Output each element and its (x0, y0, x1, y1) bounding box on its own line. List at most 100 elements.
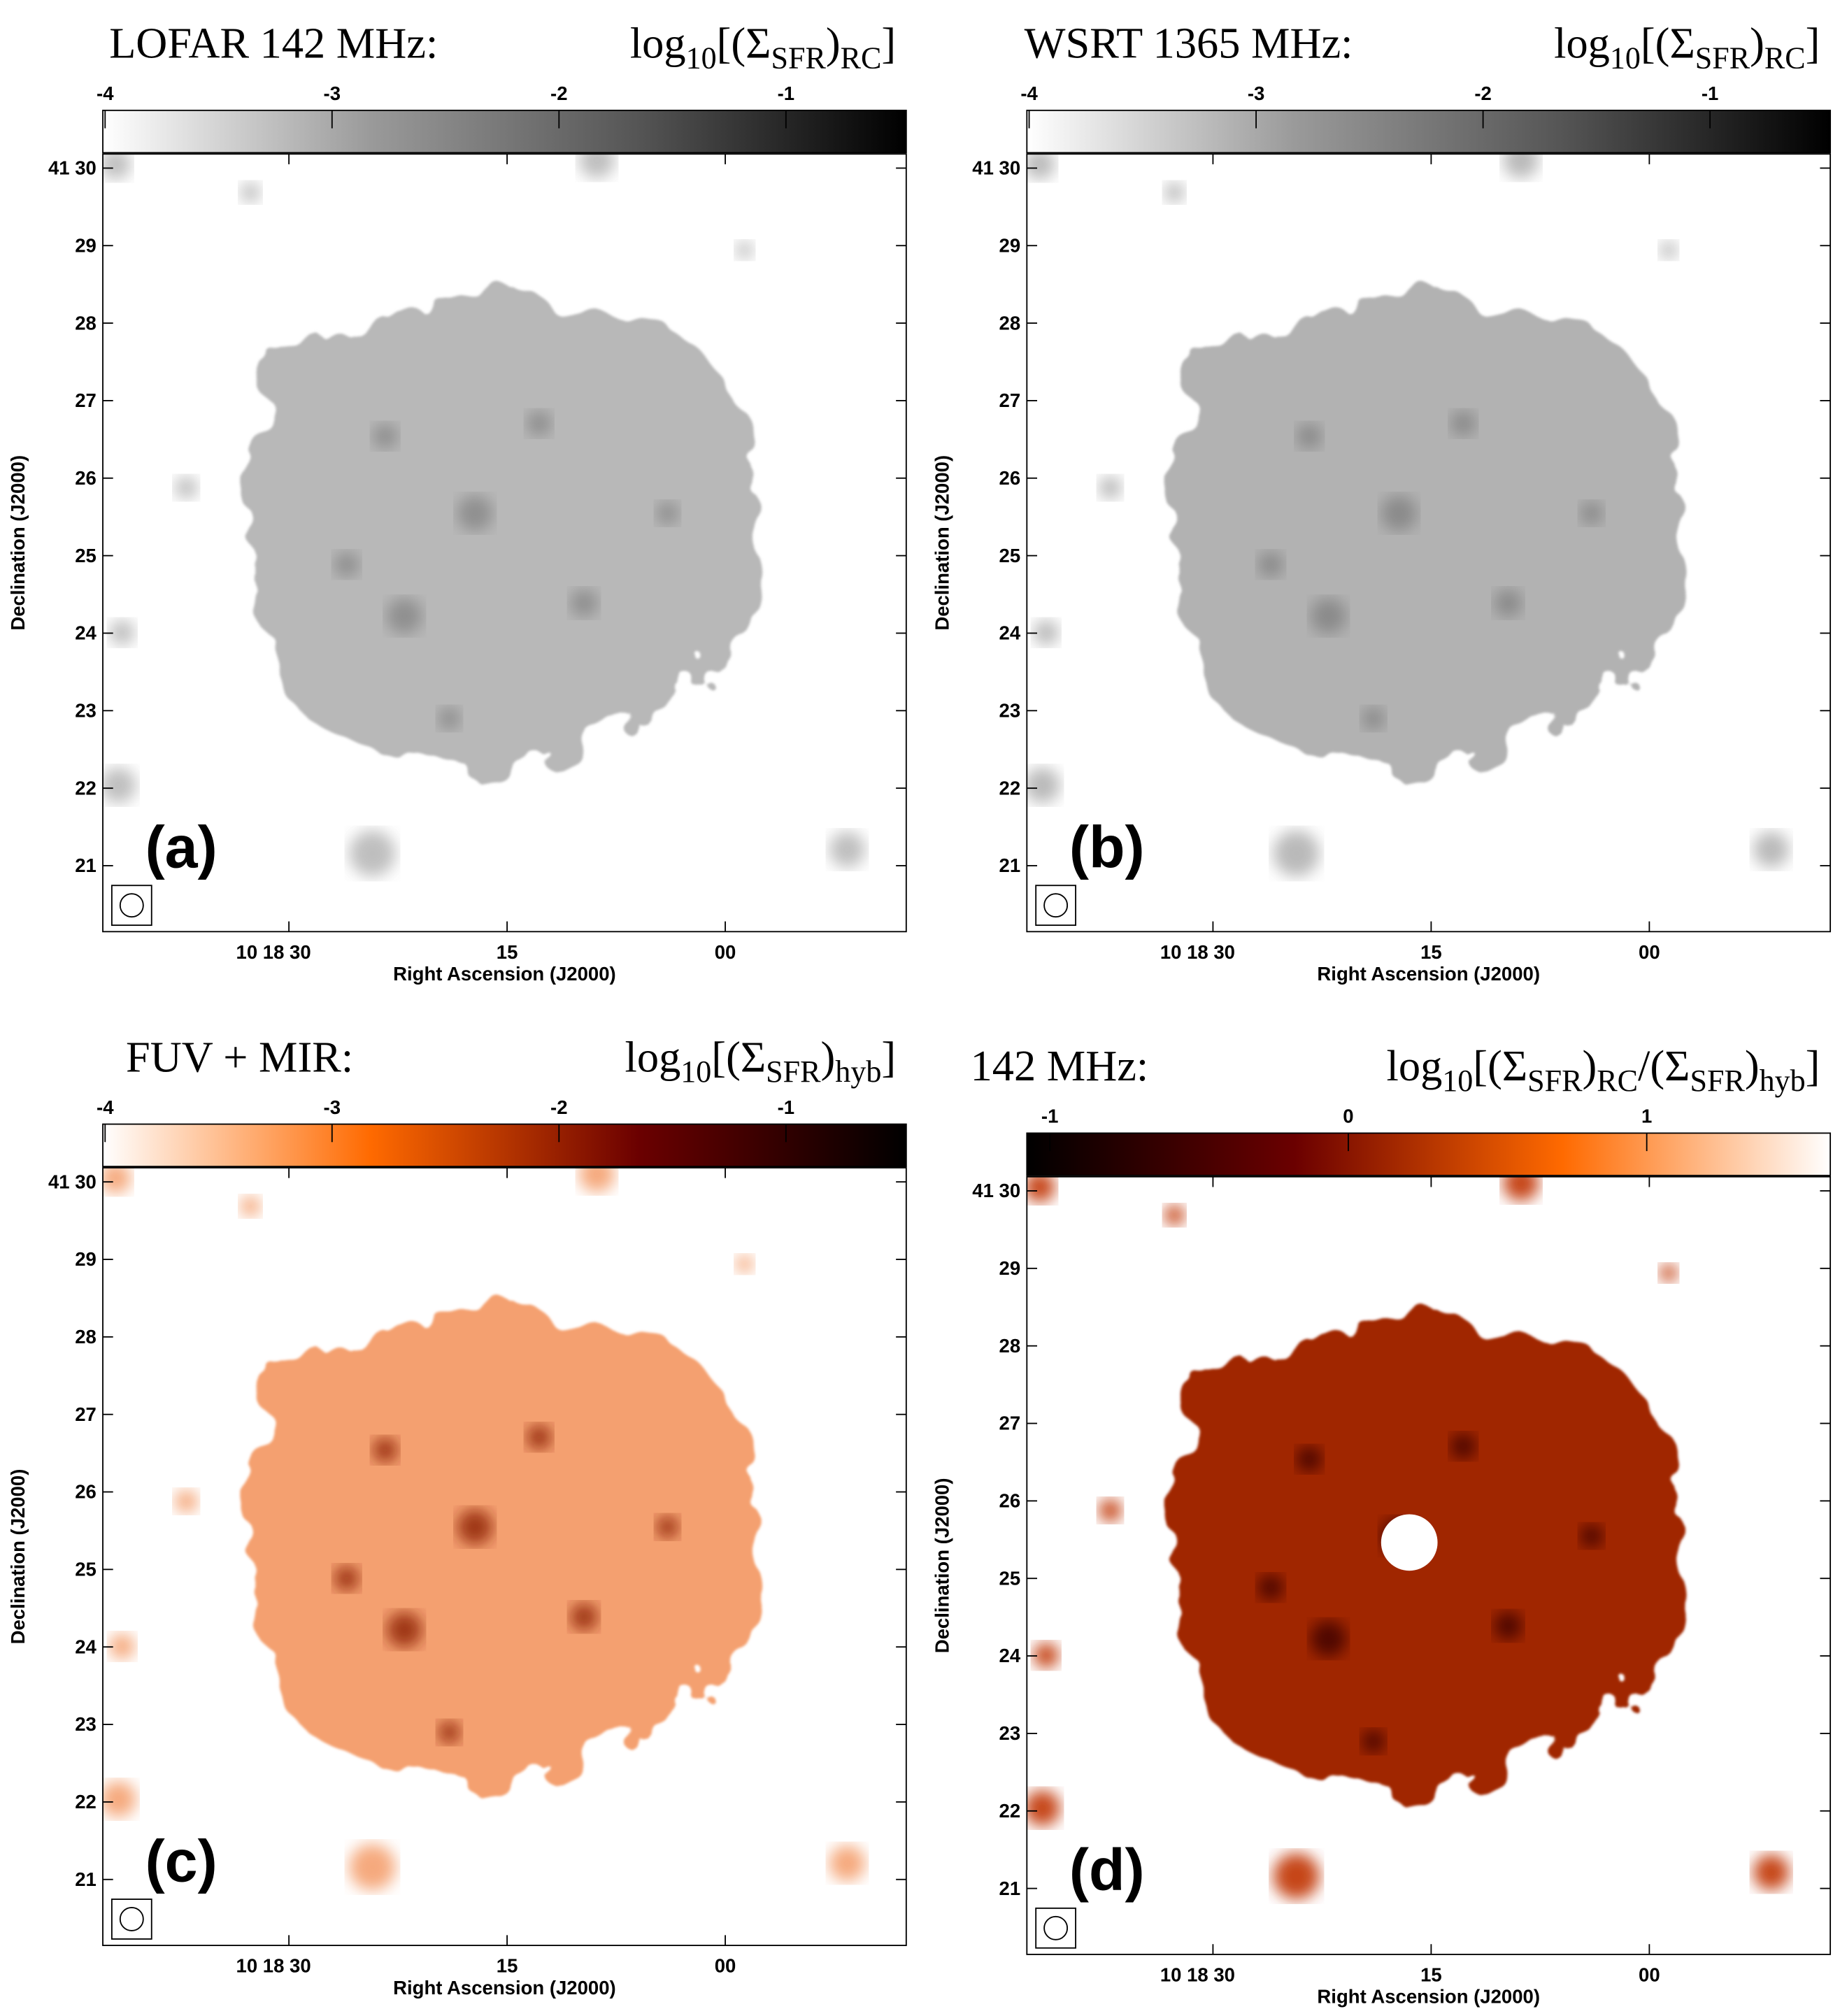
x-tick-label: 10 18 30 (1160, 1964, 1235, 1985)
beam-box (110, 885, 152, 927)
formula-text: ) (1750, 20, 1764, 68)
plot-frame (102, 153, 907, 933)
sky-image (1027, 154, 1790, 877)
formula-text: [(Σ (1473, 1042, 1527, 1090)
y-tick-label: 27 (999, 1413, 1021, 1434)
y-tick-label: 22 (999, 777, 1021, 799)
y-tick-label: 26 (999, 467, 1021, 489)
background-source (109, 1633, 135, 1659)
plot-frame (1026, 1175, 1832, 1955)
background-source (1099, 476, 1122, 499)
bright-spot (1257, 552, 1284, 578)
background-source (1753, 1854, 1790, 1891)
colorbar (102, 109, 907, 154)
formula-sub: RC (1597, 1064, 1638, 1098)
y-tick-label: 24 (75, 1636, 97, 1657)
y-tick-label: 28 (999, 1335, 1021, 1357)
background-source (349, 830, 396, 877)
y-tick-label: 21 (75, 1868, 97, 1890)
background-source (1027, 767, 1061, 803)
background-source (1273, 1852, 1320, 1900)
bright-spot (1494, 589, 1522, 617)
x-tick-label: 00 (715, 941, 736, 963)
y-tick-label: 28 (75, 1326, 97, 1347)
beam (119, 1907, 144, 1931)
y-tick-label: 41 30 (48, 1171, 97, 1192)
x-tick-label: 15 (497, 941, 518, 963)
y-tick-label: 41 30 (972, 157, 1020, 179)
background-source (735, 241, 754, 259)
background-source (578, 1167, 615, 1192)
y-tick-label: 27 (999, 389, 1021, 411)
y-tick-label: 25 (999, 545, 1021, 566)
panel-letter: (d) (1069, 1837, 1145, 1903)
formula: log10[(ΣSFR)RC] (1554, 20, 1820, 76)
colorbar-tick-label: -1 (1041, 1106, 1058, 1127)
bright-spot (1450, 410, 1476, 436)
formula-sub: SFR (1690, 1064, 1745, 1098)
formula-sub: hyb (1760, 1064, 1806, 1098)
background-source (174, 476, 198, 499)
y-tick-label: 25 (999, 1567, 1021, 1589)
y-tick-label: 28 (75, 312, 97, 334)
background-source (1164, 182, 1185, 203)
formula-text: ) (1745, 1042, 1760, 1090)
formula-text: [(Σ (717, 20, 771, 68)
panel: -4 -3 -2 -1 LOFAR 142 MHz: log10[(ΣSFR)RC] 41 … (7, 20, 907, 985)
background-source (1027, 1790, 1061, 1826)
panel: -4 -3 -2 -1 FUV + MIR: log10[(ΣSFR)hyb] 41 30 2… (7, 1033, 907, 1999)
x-tick-label: 15 (497, 1955, 518, 1977)
background-source (1503, 1176, 1539, 1201)
background-source (1033, 1642, 1060, 1668)
background-source (829, 1845, 866, 1882)
y-tick-label: 28 (999, 312, 1021, 334)
y-tick-label: 21 (999, 1878, 1021, 1899)
y-tick-label: 26 (999, 1490, 1021, 1512)
bright-spot (1296, 1446, 1322, 1472)
x-axis-label: Right Ascension (J2000) (393, 963, 616, 985)
y-tick-label: 29 (75, 234, 97, 256)
background-source (1033, 620, 1060, 646)
bright-spot (526, 410, 552, 436)
colorbar (1026, 109, 1832, 154)
y-tick-label: 23 (75, 1713, 97, 1735)
bright-spot (1310, 598, 1347, 634)
bright-spot (372, 1437, 399, 1464)
panel-title: FUV + MIR: (126, 1033, 353, 1081)
colorbar-tick-label: -3 (324, 1096, 341, 1118)
formula-text: ] (881, 1033, 896, 1081)
bright-spot (1310, 1620, 1347, 1657)
background-source (1660, 1264, 1678, 1282)
formula-sub: 10 (686, 41, 717, 75)
colorbar-tick-label: -3 (1248, 83, 1264, 104)
y-tick-label: 25 (75, 545, 97, 566)
background-source (578, 154, 615, 179)
bright-spot (334, 1565, 360, 1592)
galaxy-disk (1171, 301, 1683, 768)
formula-text: ) (1583, 1042, 1597, 1090)
x-tick-label: 15 (1420, 1964, 1442, 1985)
bright-spot (570, 589, 599, 617)
bright-spot (386, 598, 422, 634)
formula-sub: 10 (1442, 1064, 1473, 1098)
y-tick-label: 23 (75, 699, 97, 721)
y-tick-label: 24 (999, 622, 1021, 644)
bright-spot (1362, 1729, 1385, 1753)
bright-spot (1362, 707, 1385, 731)
background-source (1503, 154, 1539, 179)
background-source (1273, 830, 1320, 877)
formula-sub: SFR (1695, 41, 1750, 75)
formula-text: ] (1806, 1042, 1820, 1090)
y-tick-label: 29 (999, 234, 1021, 256)
bright-spot (526, 1424, 552, 1450)
bright-spot (1580, 501, 1604, 525)
central-hole (1381, 1514, 1438, 1571)
formula-sub: hyb (835, 1055, 881, 1089)
y-axis-label: Declination (J2000) (931, 1478, 953, 1653)
bright-spot (457, 495, 493, 531)
title-text: 142 MHz: (971, 1042, 1149, 1090)
x-tick-label: 10 18 30 (236, 1955, 311, 1977)
y-tick-label: 23 (999, 699, 1021, 721)
